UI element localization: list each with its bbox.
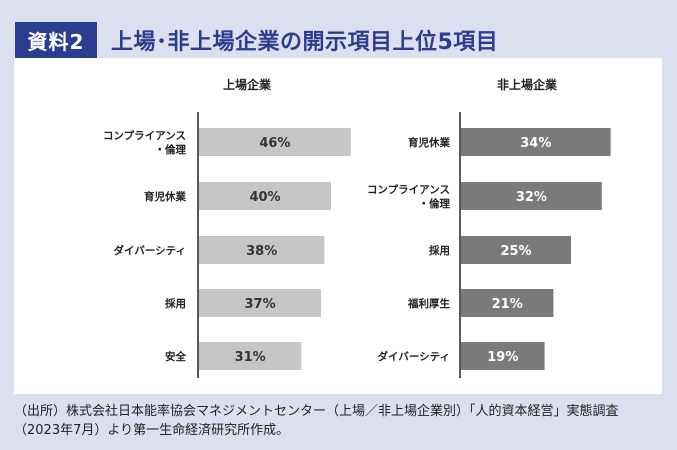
chart-2-category-label: 育児休業 xyxy=(408,136,450,149)
chart-1-value-label: 46% xyxy=(259,136,290,151)
chart-1-title: 上場企業 xyxy=(223,77,272,92)
chart-2-category-label: コンプライアンス xyxy=(367,183,450,196)
chart-1-category-label: 採用 xyxy=(165,297,186,310)
chart-1-value-label: 31% xyxy=(235,350,266,365)
chart-card: 上場企業 46% コンプライアンス ・倫理 40% 育児休業 38% ダイバーシティ 37% 採用… xyxy=(14,58,662,394)
chart-1-value-label: 40% xyxy=(249,190,280,205)
page-title: 上場･非上場企業の開示項目上位5項目 xyxy=(111,30,499,55)
chart-1-category-label: コンプライアンス xyxy=(103,129,186,142)
chart-2-value-label: 25% xyxy=(500,244,531,259)
chart-2-value-label: 19% xyxy=(487,350,518,365)
chart-1-category-label: ダイバーシティ xyxy=(114,244,186,257)
chart-1-value-label: 37% xyxy=(244,297,275,312)
chart-2-category-label: 採用 xyxy=(429,244,450,257)
chart-2-category-label: 福利厚生 xyxy=(407,297,450,310)
figure-badge: 資料2 xyxy=(15,22,97,58)
chart-svg: 上場企業46%コンプライアンス・倫理40%育児休業38%ダイバーシティ37%採用… xyxy=(103,77,611,378)
chart-1-category-label: ・倫理 xyxy=(155,143,187,156)
chart-1-bar xyxy=(199,342,302,370)
chart-2-category-label: ・倫理 xyxy=(419,197,451,210)
chart-2-bar xyxy=(461,342,545,370)
header: 資料2 上場･非上場企業の開示項目上位5項目 xyxy=(0,0,677,58)
chart-2-value-label: 21% xyxy=(492,297,523,312)
chart-2-category-label: ダイバーシティ xyxy=(378,350,450,363)
chart-2-value-label: 32% xyxy=(516,190,547,205)
chart-1-category-label: 育児休業 xyxy=(144,190,186,203)
source-footnote: （出所）株式会社日本能率協会マネジメントセンター（上場／非上場企業別）「人的資本… xyxy=(14,404,619,438)
chart-1-bar xyxy=(199,236,325,264)
chart-1-value-label: 38% xyxy=(246,244,277,259)
chart-2-bar xyxy=(461,236,571,264)
chart-2-bar xyxy=(461,182,602,210)
chart-2-value-label: 34% xyxy=(520,136,551,151)
chart-1-category-label: 安全 xyxy=(165,350,186,363)
chart-1-bar xyxy=(199,128,351,156)
chart-1-bar xyxy=(199,289,322,317)
chart-1-bar xyxy=(199,182,331,210)
chart-2-bar xyxy=(461,289,554,317)
chart-2-title: 非上場企業 xyxy=(497,77,558,92)
chart-2-bar xyxy=(461,128,611,156)
